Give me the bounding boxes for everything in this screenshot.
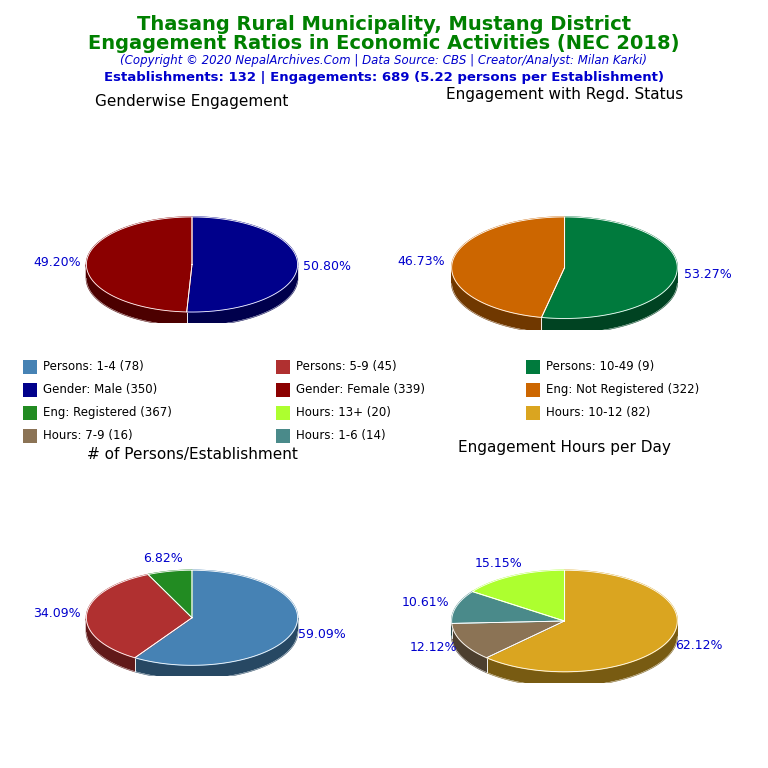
Polygon shape [452, 269, 541, 332]
Text: Thasang Rural Municipality, Mustang District: Thasang Rural Municipality, Mustang Dist… [137, 15, 631, 35]
Polygon shape [452, 591, 564, 624]
Text: 46.73%: 46.73% [397, 254, 445, 267]
Polygon shape [472, 570, 564, 621]
Text: Persons: 1-4 (78): Persons: 1-4 (78) [43, 360, 144, 373]
Text: Eng: Registered (367): Eng: Registered (367) [43, 406, 172, 419]
Polygon shape [87, 217, 192, 312]
Polygon shape [135, 570, 297, 665]
Title: Genderwise Engagement: Genderwise Engagement [95, 94, 289, 109]
Text: Hours: 1-6 (14): Hours: 1-6 (14) [296, 429, 386, 442]
Text: Gender: Male (350): Gender: Male (350) [43, 383, 157, 396]
Title: Engagement with Regd. Status: Engagement with Regd. Status [446, 87, 683, 101]
Text: 49.20%: 49.20% [33, 257, 81, 270]
Text: Eng: Not Registered (322): Eng: Not Registered (322) [546, 383, 700, 396]
Text: Persons: 10-49 (9): Persons: 10-49 (9) [546, 360, 654, 373]
Text: 59.09%: 59.09% [298, 628, 346, 641]
Text: Hours: 13+ (20): Hours: 13+ (20) [296, 406, 392, 419]
Polygon shape [87, 619, 135, 671]
Polygon shape [148, 570, 192, 617]
Text: 15.15%: 15.15% [475, 557, 522, 570]
Polygon shape [541, 269, 677, 333]
Text: Establishments: 132 | Engagements: 689 (5.22 persons per Establishment): Establishments: 132 | Engagements: 689 (… [104, 71, 664, 84]
Text: Hours: 10-12 (82): Hours: 10-12 (82) [546, 406, 650, 419]
Polygon shape [541, 217, 677, 319]
Text: 50.80%: 50.80% [303, 260, 351, 273]
Polygon shape [452, 624, 487, 673]
Text: 10.61%: 10.61% [402, 596, 450, 609]
Polygon shape [452, 217, 564, 317]
Polygon shape [187, 267, 297, 326]
Text: 6.82%: 6.82% [144, 552, 183, 564]
Polygon shape [87, 264, 187, 326]
Text: 34.09%: 34.09% [33, 607, 81, 620]
Polygon shape [487, 622, 677, 687]
Text: (Copyright © 2020 NepalArchives.Com | Data Source: CBS | Creator/Analyst: Milan : (Copyright © 2020 NepalArchives.Com | Da… [121, 54, 647, 67]
Text: Engagement Ratios in Economic Activities (NEC 2018): Engagement Ratios in Economic Activities… [88, 34, 680, 53]
Text: Hours: 7-9 (16): Hours: 7-9 (16) [43, 429, 133, 442]
Polygon shape [487, 570, 677, 672]
Text: Gender: Female (339): Gender: Female (339) [296, 383, 425, 396]
Polygon shape [87, 574, 192, 657]
Polygon shape [135, 618, 297, 679]
Text: 62.12%: 62.12% [675, 639, 722, 651]
Text: 53.27%: 53.27% [684, 268, 732, 281]
Title: # of Persons/Establishment: # of Persons/Establishment [87, 447, 297, 462]
Text: 12.12%: 12.12% [409, 641, 457, 654]
Title: Engagement Hours per Day: Engagement Hours per Day [458, 440, 671, 455]
Polygon shape [452, 621, 564, 657]
Text: Persons: 5-9 (45): Persons: 5-9 (45) [296, 360, 397, 373]
Polygon shape [187, 217, 297, 312]
